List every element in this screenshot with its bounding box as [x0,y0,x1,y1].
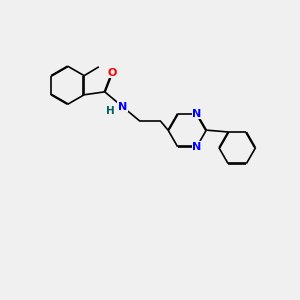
Text: N: N [192,142,201,152]
Text: O: O [107,68,117,78]
Text: N: N [192,109,201,118]
Text: N: N [118,102,127,112]
Text: H: H [106,106,114,116]
